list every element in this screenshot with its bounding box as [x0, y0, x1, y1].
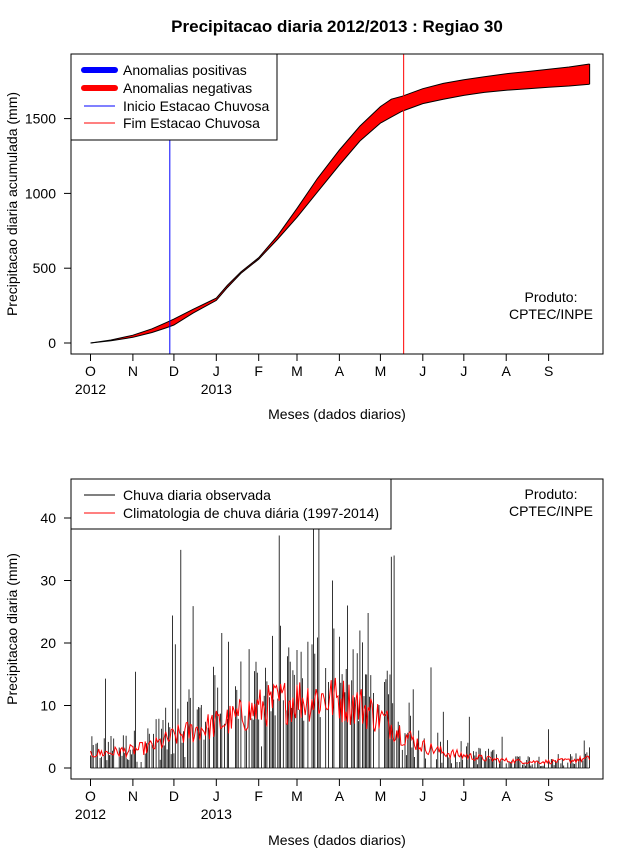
chart2-x-axis: O N D J F M A M J J A S 2012 2013: [75, 778, 553, 822]
chart1-annotation-produto: Produto:: [525, 289, 578, 305]
x-tick-label: J: [213, 363, 220, 379]
chart1-legend: Anomalias positivas Anomalias negativas …: [70, 53, 278, 141]
chart2-y-axis-label: Precipitacao diaria (mm): [4, 553, 20, 705]
y-tick-label: 0: [48, 335, 56, 351]
x-tick-label: J: [213, 788, 220, 804]
legend-label-inicio-estacao: Inicio Estacao Chuvosa: [123, 98, 270, 114]
x-tick-label: D: [169, 788, 179, 804]
x-tick-label: J: [460, 363, 467, 379]
chart1-annotation-cptec: CPTEC/INPE: [509, 306, 593, 322]
y-tick-label: 40: [40, 510, 56, 526]
legend-label-fim-estacao: Fim Estacao Chuvosa: [123, 115, 260, 131]
x-tick-label: D: [169, 363, 179, 379]
legend-label-chuva-observada: Chuva diaria observada: [123, 487, 271, 503]
x-tick-label: J: [419, 363, 426, 379]
chart2-annotation-produto: Produto:: [525, 486, 578, 502]
x-tick-label: O: [85, 363, 96, 379]
chart2-plot-area: [90, 483, 591, 769]
x-year-label: 2013: [201, 381, 232, 397]
daily-precipitation-chart: 0 10 20 30 40 O N D J F M A M J J A S 2012 2013 Meses (da…: [4, 478, 604, 848]
x-tick-label: M: [291, 363, 303, 379]
x-tick-label: A: [502, 788, 512, 804]
y-tick-label: 500: [33, 260, 57, 276]
climatology-daily-line: [90, 677, 591, 765]
x-tick-label: N: [128, 363, 138, 379]
x-tick-label: O: [85, 788, 96, 804]
y-tick-label: 1000: [25, 185, 56, 201]
x-tick-label: F: [254, 363, 263, 379]
y-tick-label: 10: [40, 698, 56, 714]
x-tick-label: M: [375, 363, 387, 379]
x-tick-label: M: [375, 788, 387, 804]
x-tick-label: A: [335, 788, 345, 804]
x-tick-label: J: [460, 788, 467, 804]
y-tick-label: 0: [48, 760, 56, 776]
x-tick-label: A: [335, 363, 345, 379]
chart2-x-axis-label: Meses (dados diarios): [268, 832, 406, 848]
x-tick-label: F: [254, 788, 263, 804]
x-tick-label: S: [544, 788, 553, 804]
cumulative-precipitation-chart: Precipitacao diaria 2012/2013 : Regiao 3…: [4, 17, 604, 422]
chart2-y-axis: 0 10 20 30 40: [40, 510, 72, 776]
x-tick-label: J: [419, 788, 426, 804]
chart1-y-axis: 0 500 1000 1500: [25, 111, 72, 351]
x-year-label: 2012: [75, 381, 106, 397]
y-tick-label: 20: [40, 635, 56, 651]
legend-label-anomalias-positivas: Anomalias positivas: [123, 62, 247, 78]
legend-label-climatologia: Climatologia de chuva diária (1997-2014): [123, 505, 379, 521]
y-tick-label: 1500: [25, 111, 56, 127]
x-year-label: 2013: [201, 806, 232, 822]
x-tick-label: A: [502, 363, 512, 379]
legend-label-anomalias-negativas: Anomalias negativas: [123, 80, 252, 96]
chart2-legend: Chuva diaria observada Climatologia de c…: [70, 478, 392, 530]
chart2-annotation-cptec: CPTEC/INPE: [509, 503, 593, 519]
chart1-x-axis-label: Meses (dados diarios): [268, 406, 406, 422]
y-tick-label: 30: [40, 573, 56, 589]
x-tick-label: S: [544, 363, 553, 379]
x-tick-label: N: [128, 788, 138, 804]
chart1-y-axis-label: Precipitacao diaria acumulada (mm): [4, 92, 20, 316]
chart1-x-axis: O N D J F M A M J J A S 2012 2013: [75, 353, 553, 397]
x-tick-label: M: [291, 788, 303, 804]
chart1-title: Precipitacao diaria 2012/2013 : Regiao 3…: [171, 17, 503, 36]
x-year-label: 2012: [75, 806, 106, 822]
chart2-legend-box: [70, 478, 392, 530]
